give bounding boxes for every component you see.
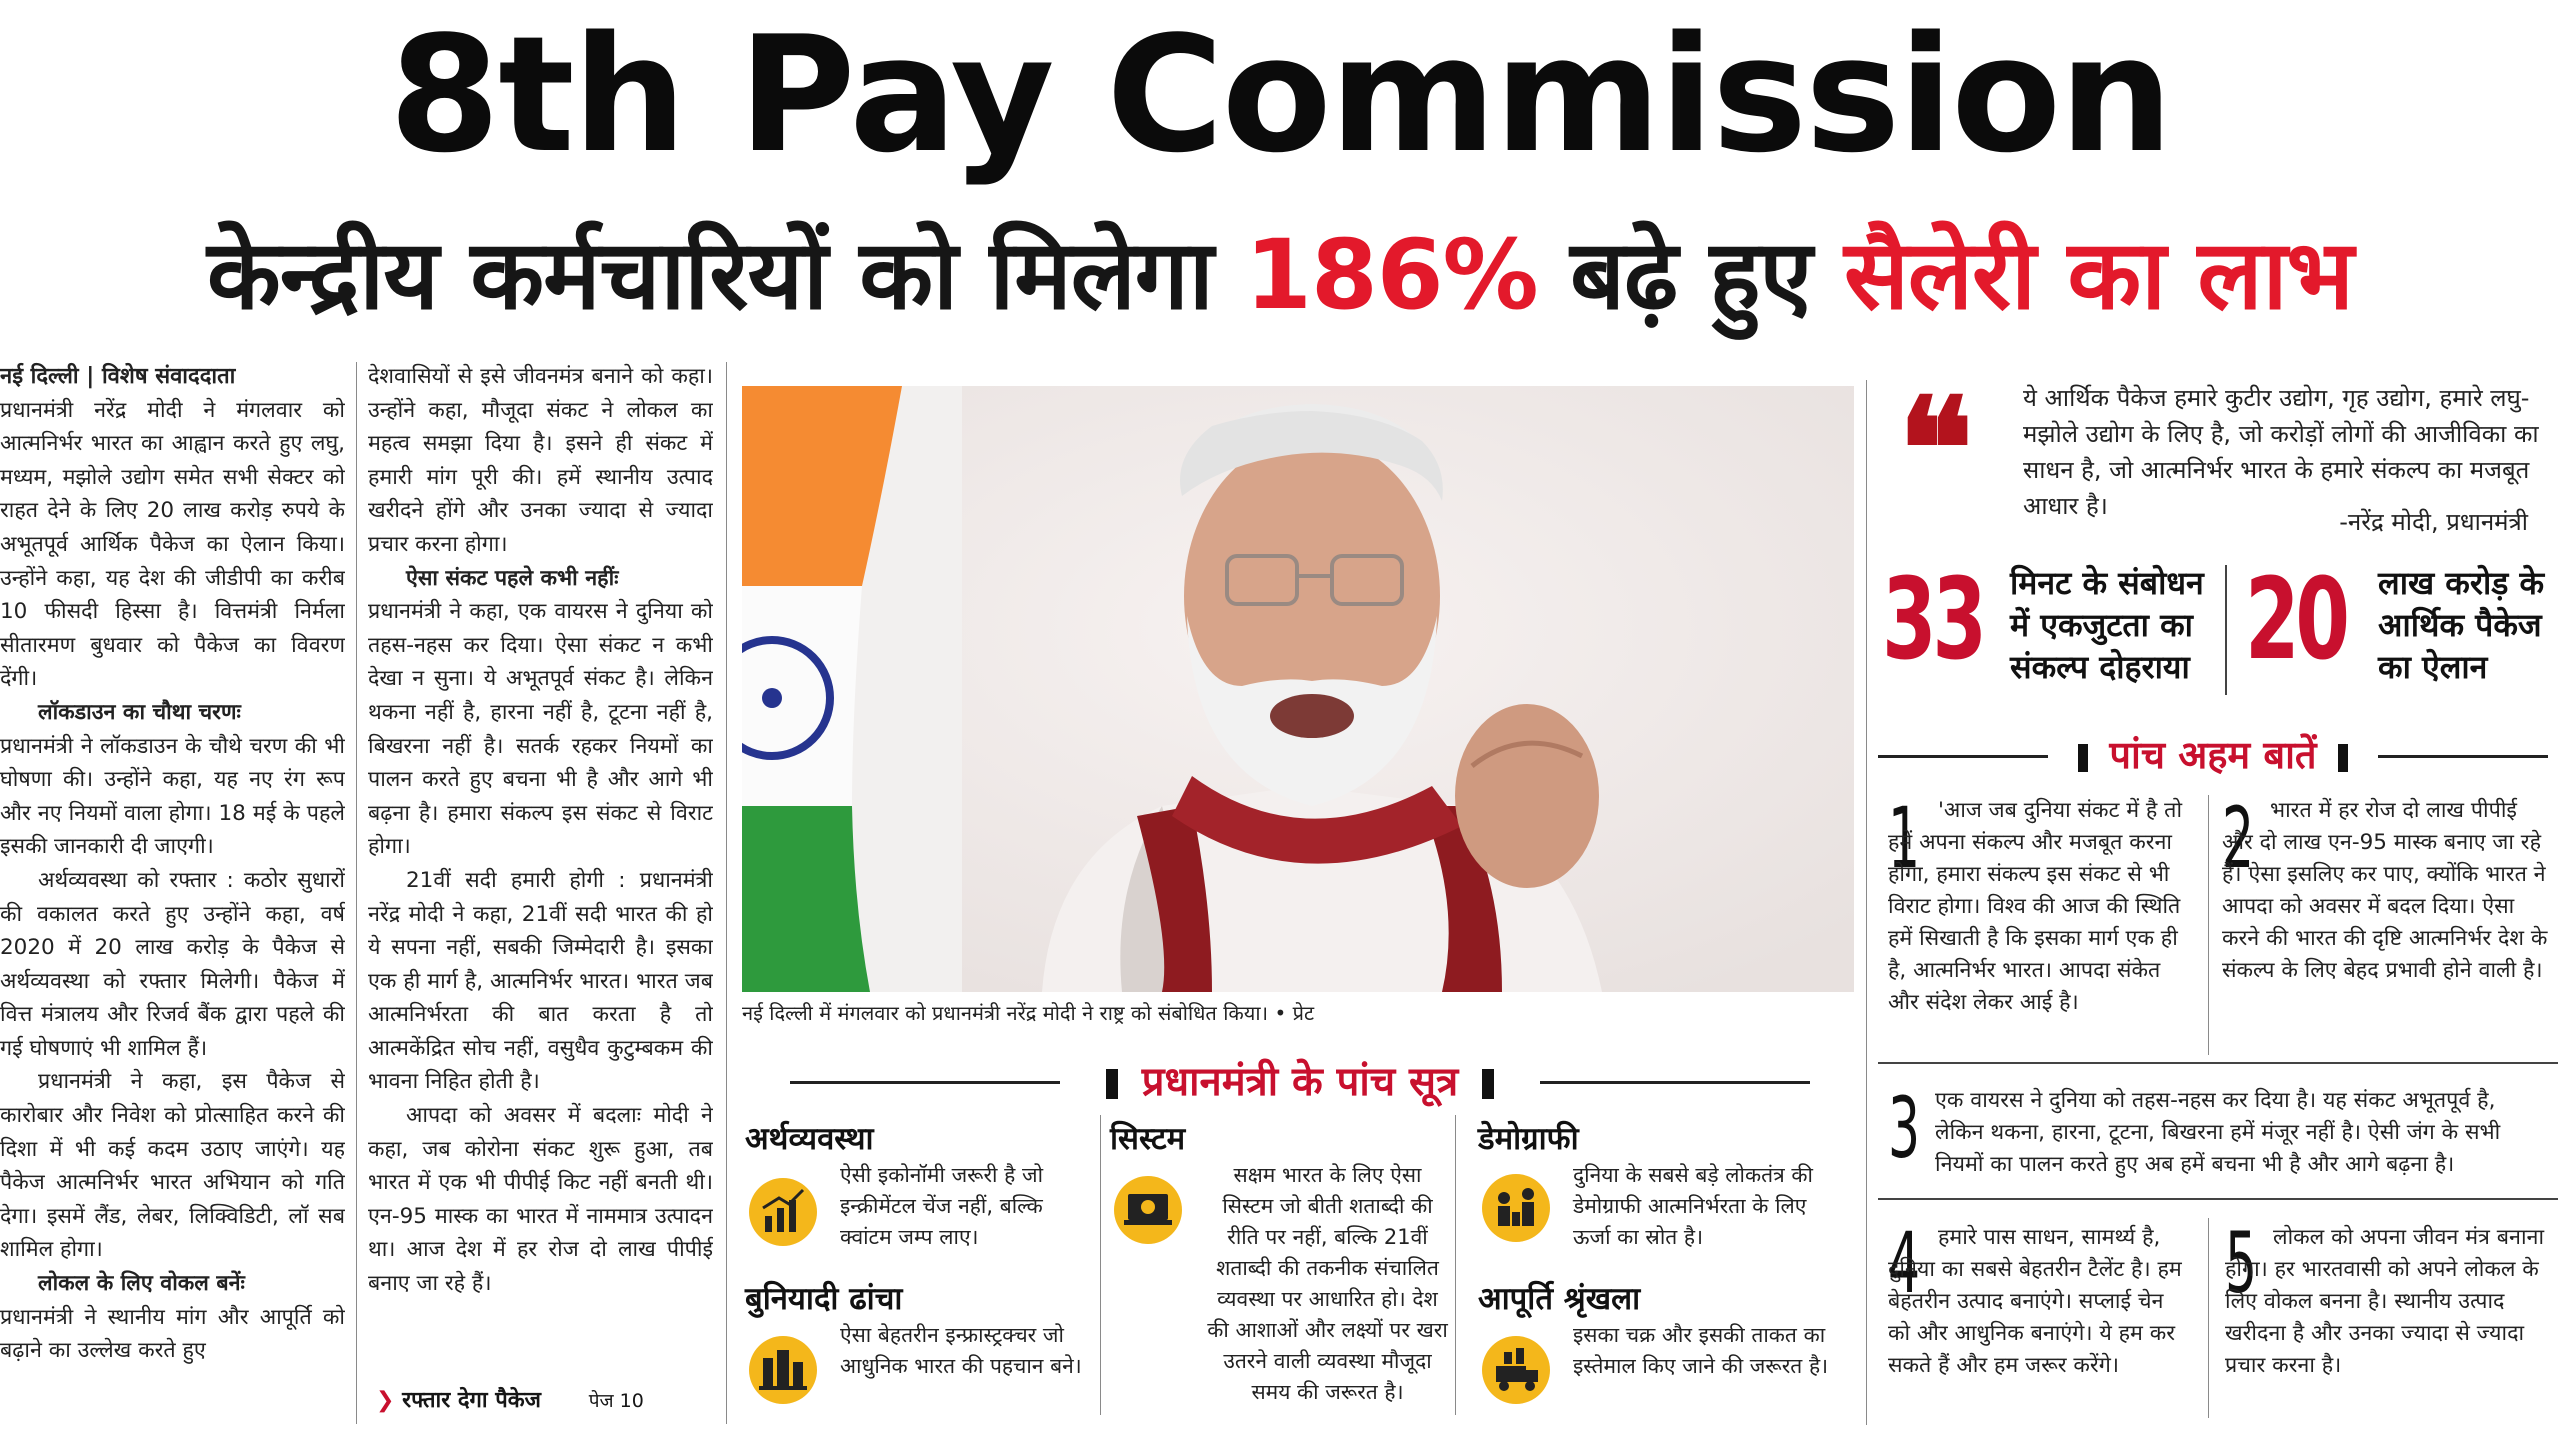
col1-para-2: प्रधानमंत्री ने लॉकडाउन के चौथे चरण की भ… — [0, 733, 345, 860]
point-number-3: 3 — [1888, 1079, 1921, 1177]
subheadline-part4: सैलेरी का लाभ — [1843, 219, 2354, 331]
sutra-title-text: प्रधानमंत्री के पांच सूत्र — [1141, 1059, 1459, 1105]
pm-quote: ❝ ये आर्थिक पैकेज हमारे कुटीर उद्योग, गृ… — [1878, 380, 2548, 550]
stat-text-minutes: मिनट के संबोधन में एकजुटता का संकल्प दोह… — [2010, 564, 2204, 686]
chevron-right-icon: ❯ — [376, 1388, 395, 1413]
col1-subhead-local: लोकल के लिए वोकल बनेंः — [38, 1271, 245, 1297]
subheadline-part1: केन्द्रीय कर्मचारियों को मिलेगा — [207, 219, 1246, 331]
pm-photo-illustration — [742, 386, 1854, 992]
sutra-heading: बुनियादी ढांचा — [745, 1281, 903, 1317]
col1-para-5: प्रधानमंत्री ने स्थानीय मांग और आपूर्ति … — [0, 1304, 345, 1364]
col2-para-2: प्रधानमंत्री ने कहा, एक वायरस ने दुनिया … — [368, 599, 713, 860]
point-number-5: 5 — [2225, 1214, 2258, 1312]
headline: 8th Pay Commission — [388, 1, 2173, 188]
point-number-2: 2 — [2222, 789, 2255, 887]
sutra-body: ऐसी इकोनॉमी जरूरी है जो इन्क्रीमेंटल चें… — [840, 1163, 1044, 1249]
subheadline: केन्द्रीय कर्मचारियों को मिलेगा 186% बढ़… — [0, 200, 2560, 350]
sutra-heading: डेमोग्राफी — [1478, 1121, 1579, 1157]
col1-para-4: प्रधानमंत्री ने कहा, इस पैकेज से कारोबार… — [0, 1069, 345, 1263]
points-divider — [1878, 1062, 2558, 1064]
col2-subhead-crisis: ऐसा संकट पहले कभी नहींः — [406, 565, 619, 591]
title-rule-left — [790, 1081, 1060, 1084]
title-block-left — [2078, 743, 2089, 772]
title-rule-left — [1878, 755, 2048, 758]
point-text-3: एक वायरस ने दुनिया को तहस-नहस कर दिया है… — [1935, 1088, 2501, 1177]
article-column-1: नई दिल्ली | विशेष संवाददाता प्रधानमंत्री… — [0, 360, 345, 1425]
sutra-body: सक्षम भारत के लिए ऐसा सिस्टम जो बीती शता… — [1207, 1163, 1448, 1404]
col1-subhead-lockdown: लॉकडाउन का चौथा चरणः — [38, 699, 241, 725]
supply-chain-icon — [1482, 1336, 1550, 1404]
column-divider — [726, 362, 727, 1424]
sutra-body: दुनिया के सबसे बड़े लोकतंत्र की डेमोग्रा… — [1573, 1163, 1813, 1249]
article-column-2: देशवासियों से इसे जीवनमंत्र बनाने को कहा… — [368, 360, 713, 1380]
laptop-gear-icon — [1114, 1176, 1182, 1244]
col2-para-3: 21वीं सदी हमारी होगी : प्रधानमंत्री नरें… — [368, 867, 713, 1095]
point-text-4: हमारे पास साधन, सामर्थ्य है, दुनिया का स… — [1888, 1225, 2182, 1378]
continued-link[interactable]: ❯ रफ्तार देगा पैकेज पेज 10 — [376, 1384, 644, 1418]
point-number-1: 1 — [1888, 789, 1921, 887]
subheadline-part3: बढ़े हुए — [1537, 219, 1844, 331]
photo-pm-address — [742, 386, 1854, 992]
sutra-demography: डेमोग्राफी दुनिया के सबसे बड़े लोकतंत्र … — [1478, 1118, 1848, 1253]
dateline: नई दिल्ली | विशेष संवाददाता — [0, 364, 236, 389]
point-text-1: 'आज जब दुनिया संकट में है तो हमें अपना स… — [1888, 798, 2183, 1015]
sutra-section-title: प्रधानमंत्री के पांच सूत्र — [790, 1052, 1810, 1112]
stat-number-package: 20 — [2245, 555, 2350, 685]
stat-divider — [2225, 565, 2227, 695]
sutra-infrastructure: बुनियादी ढांचा ऐसा बेहतरीन इन्फ्रास्ट्रक… — [745, 1278, 1090, 1404]
sutra-economy: अर्थव्यवस्था ऐसी इकोनॉमी जरूरी है जो इन्… — [745, 1118, 1090, 1253]
sutra-heading: सिस्टम — [1110, 1121, 1186, 1157]
stat-text-package: लाख करोड़ के आर्थिक पैकेज का ऐलान — [2378, 564, 2545, 686]
growth-chart-icon — [749, 1178, 817, 1246]
quote-mark-icon: ❝ — [1898, 368, 1974, 532]
page-reference: पेज 10 — [588, 1390, 644, 1412]
title-block-right — [1482, 1069, 1495, 1099]
photo-caption: नई दिल्ली में मंगलवार को प्रधानमंत्री नर… — [742, 1001, 1315, 1025]
infrastructure-icon — [749, 1336, 817, 1404]
point-text-2: भारत में हर रोज दो लाख पीपीई और दो लाख ए… — [2222, 798, 2548, 983]
column-divider — [356, 362, 357, 1424]
point-text-5: लोकल को अपना जीवन मंत्र बनाना होगा। हर भ… — [2225, 1225, 2545, 1378]
sutra-heading: अर्थव्यवस्था — [745, 1121, 874, 1157]
quote-text: ये आर्थिक पैकेज हमारे कुटीर उद्योग, गृह … — [2023, 384, 2539, 520]
sutra-title-wrap: प्रधानमंत्री के पांच सूत्र — [1089, 1052, 1511, 1112]
continued-link-label: रफ्तार देगा पैकेज — [402, 1388, 542, 1413]
point-divider — [2208, 1218, 2209, 1418]
sutra-divider — [1100, 1115, 1101, 1415]
five-points-title: पांच अहम बातें — [1878, 730, 2548, 780]
five-title-text: पांच अहम बातें — [2109, 733, 2317, 777]
title-block-left — [1105, 1069, 1118, 1099]
stat-number-minutes: 33 — [1882, 555, 1987, 685]
title-rule-right — [1540, 1081, 1810, 1084]
column-divider — [1866, 380, 1867, 1425]
sutra-body: ऐसा बेहतरीन इन्फ्रास्ट्रक्चर जो आधुनिक भ… — [840, 1323, 1082, 1378]
five-title-wrap: पांच अहम बातें — [2064, 730, 2362, 780]
points-divider — [1878, 1198, 2558, 1200]
people-icon — [1482, 1174, 1550, 1242]
col1-para-3: अर्थव्यवस्था को रफ्तार : कठोर सुधारों की… — [0, 867, 345, 1061]
sutra-system: सिस्टम सक्षम भारत के लिए ऐसा सिस्टम जो ब… — [1110, 1118, 1450, 1408]
col2-para-4: आपदा को अवसर में बदलाः मोदी ने कहा, जब क… — [368, 1103, 713, 1297]
sutra-body: इसका चक्र और इसकी ताकत का इस्तेमाल किए ज… — [1573, 1323, 1829, 1378]
quote-attribution: -नरेंद्र मोदी, प्रधानमंत्री — [2339, 508, 2528, 536]
col1-para-1: प्रधानमंत्री नरेंद्र मोदी ने मंगलवार को … — [0, 397, 345, 692]
sutra-supply-chain: आपूर्ति श्रृंखला इसका चक्र और इसकी ताकत … — [1478, 1278, 1848, 1404]
point-divider — [2208, 795, 2209, 1055]
title-rule-right — [2378, 755, 2548, 758]
sutra-heading: आपूर्ति श्रृंखला — [1478, 1281, 1641, 1317]
point-number-4: 4 — [1888, 1214, 1921, 1312]
subheadline-percent: 186% — [1245, 219, 1539, 331]
sutra-divider — [1455, 1115, 1456, 1415]
col2-para-1: देशवासियों से इसे जीवनमंत्र बनाने को कहा… — [368, 364, 713, 557]
title-block-right — [2337, 743, 2348, 772]
